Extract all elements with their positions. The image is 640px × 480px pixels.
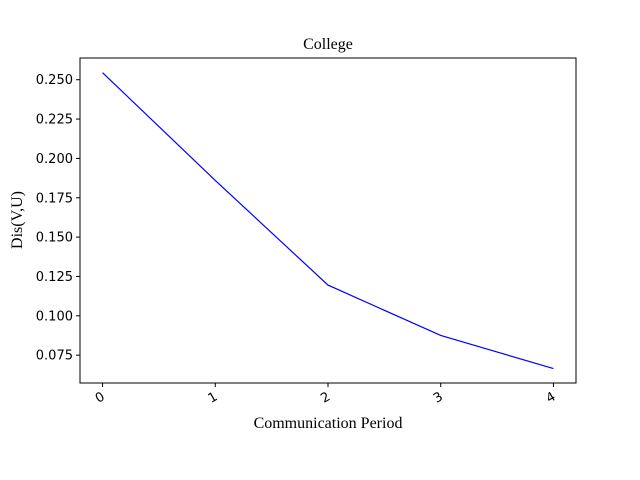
y-tick-label: 0.250 <box>36 73 73 88</box>
y-axis-label: Dis(V,U) <box>9 191 26 249</box>
x-axis-label: Communication Period <box>254 415 403 432</box>
y-tick-label: 0.125 <box>36 270 73 285</box>
y-tick-label: 0.200 <box>36 152 73 167</box>
y-tick-label: 0.100 <box>36 309 73 324</box>
series-line <box>102 72 554 370</box>
chart-title: College <box>303 36 353 53</box>
plot-frame <box>79 57 577 384</box>
y-tick-label: 0.225 <box>36 113 73 128</box>
y-tick-label: 0.175 <box>36 191 73 206</box>
y-tick-label: 0.075 <box>36 349 73 364</box>
y-tick-label: 0.150 <box>36 231 73 246</box>
